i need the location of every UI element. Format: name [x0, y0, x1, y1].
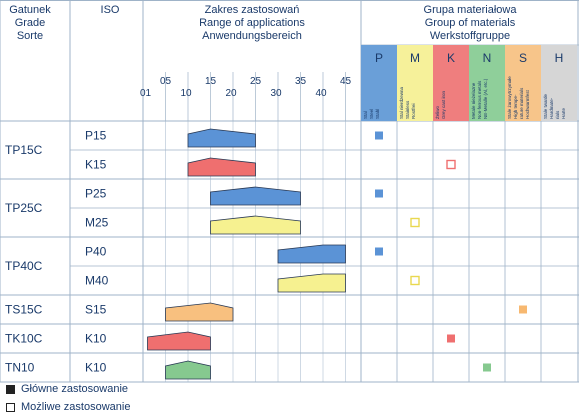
main-application-mark — [375, 131, 383, 140]
upper-tick-label: 35 — [295, 76, 307, 87]
iso-label: P25 — [85, 187, 107, 201]
group-desc-h: rials — [555, 110, 560, 119]
material-group-columns: P Stal Steel Stahl M Stal nierdzewna Stainless… — [361, 45, 577, 121]
group-desc-s: Stale żarowytrzymałe — [507, 76, 512, 119]
grade-label: TP40C — [5, 259, 43, 273]
group-letter-p: P — [375, 51, 383, 65]
iso-label: M40 — [85, 274, 109, 288]
group-header-n — [469, 45, 505, 121]
legend-main-label: Główne zastosowanie — [21, 383, 129, 395]
open-square-icon — [6, 402, 15, 412]
legend-main: Główne zastosowanie — [6, 383, 128, 395]
group-header-p — [361, 45, 397, 121]
application-range-shape — [277, 273, 346, 293]
groups-header-en: Group of materials — [425, 17, 516, 29]
application-range-table: Gatunek Grade Sorte ISO Zakres zastosowa… — [0, 0, 579, 383]
iso-label: K15 — [85, 158, 107, 172]
main-application-mark — [375, 247, 383, 256]
lower-tick-label: 01 — [140, 88, 152, 99]
range-header-pl: Zakres zastosowań — [205, 4, 300, 16]
main-application-mark — [519, 305, 527, 314]
application-range-shape — [165, 302, 234, 322]
iso-label: K10 — [85, 361, 107, 375]
iso-label: P15 — [85, 129, 107, 143]
lower-tick-label: 30 — [270, 88, 282, 99]
lower-tick-label: 10 — [180, 88, 192, 99]
group-desc-k: Żeliwo — [434, 105, 440, 119]
group-desc-s: High tempe- — [513, 94, 518, 119]
group-desc-m: Stal nierdzewna — [399, 86, 404, 119]
group-desc-p: Stal — [363, 111, 368, 119]
application-range-shape — [210, 215, 301, 235]
group-desc-p: Stahl — [375, 109, 380, 119]
group-header-k — [433, 45, 469, 121]
group-desc-s: Hochwarmfest — [525, 89, 530, 119]
group-header-s — [505, 45, 541, 121]
grade-header-en: Grade — [15, 17, 46, 29]
group-desc-m: Stainless — [405, 100, 410, 119]
application-range-shape — [187, 128, 256, 148]
groups-header-pl: Grupa materiałowa — [424, 4, 518, 16]
iso-header: ISO — [101, 4, 120, 16]
possible-application-mark — [410, 217, 420, 228]
group-letter-k: K — [447, 51, 455, 65]
group-header-m — [397, 45, 433, 121]
grade-header-pl: Gatunek — [9, 4, 51, 16]
possible-application-mark — [446, 159, 456, 170]
main-application-mark — [375, 189, 383, 198]
lower-tick-label: 40 — [315, 88, 327, 99]
main-application-mark — [483, 363, 491, 372]
group-letter-n: N — [483, 51, 492, 65]
application-range-shape — [277, 244, 346, 264]
group-desc-m: Rostfrei — [411, 103, 416, 119]
iso-label: M25 — [85, 216, 109, 230]
group-desc-s: rature materials — [519, 87, 524, 119]
table-header: Gatunek Grade Sorte ISO Zakres zastosowa… — [9, 4, 517, 42]
grade-label: TK10C — [5, 332, 43, 346]
filled-square-icon — [6, 384, 15, 394]
grade-header-de: Sorte — [17, 30, 43, 42]
group-desc-n: Metale nieżelazne — [471, 82, 476, 119]
range-header-en: Range of applications — [199, 17, 305, 29]
groups-header-de: Werkstoffgruppe — [430, 30, 510, 42]
group-desc-n: Non-ferrous metals — [477, 80, 482, 119]
group-desc-h: Harte — [561, 107, 566, 119]
group-letter-m: M — [410, 51, 420, 65]
application-range-shape — [210, 186, 301, 206]
group-letter-s: S — [519, 51, 527, 65]
upper-tick-label: 15 — [205, 76, 217, 87]
range-header-de: Anwendungsbereich — [202, 30, 302, 42]
upper-tick-label: 05 — [160, 76, 172, 87]
group-desc-n: NE-Metalle (Al, etc.) — [483, 78, 488, 119]
application-range-shape — [147, 331, 211, 351]
grade-label: TP25C — [5, 201, 43, 215]
main-application-mark — [447, 334, 455, 343]
legend-possible: Możliwe zastosowanie — [6, 401, 130, 413]
lower-tick-label: 20 — [225, 88, 237, 99]
group-desc-h: Hardmate- — [549, 97, 554, 119]
grade-label: TS15C — [5, 303, 43, 317]
iso-label: K10 — [85, 332, 107, 346]
group-desc-h: Stale twarde — [543, 93, 548, 119]
iso-label: S15 — [85, 303, 107, 317]
group-desc-p: Steel — [369, 109, 374, 119]
legend-possible-label: Możliwe zastosowanie — [21, 401, 131, 413]
upper-tick-label: 25 — [250, 76, 262, 87]
application-range-shape — [165, 360, 211, 380]
group-letter-h: H — [555, 51, 564, 65]
grade-rows: TP15C P15 K15 TP25C P25 M25 TP40C P40 M40 TS15C S1… — [5, 129, 527, 380]
group-desc-k: Grey cast iron — [441, 90, 446, 119]
grade-label: TP15C — [5, 143, 43, 157]
grade-label: TN10 — [5, 361, 35, 375]
group-header-h — [541, 45, 577, 121]
upper-tick-label: 45 — [340, 76, 352, 87]
iso-label: P40 — [85, 245, 107, 259]
possible-application-mark — [410, 275, 420, 286]
application-range-shape — [187, 157, 256, 177]
